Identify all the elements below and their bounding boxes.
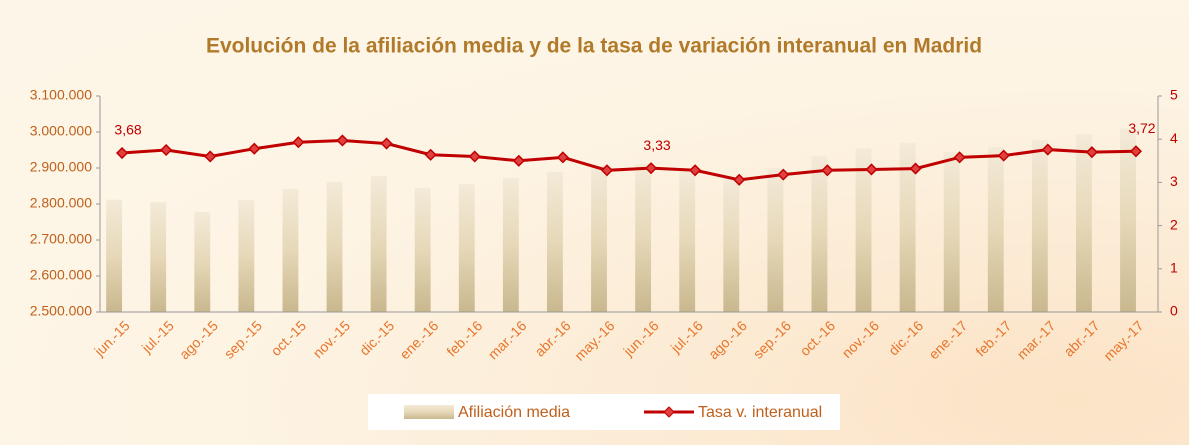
marker [292,136,305,149]
bar [150,202,167,312]
bar [591,166,607,312]
bar [282,188,299,312]
bar [502,178,519,312]
marker [512,154,525,167]
bar [943,152,960,312]
marker [556,151,569,164]
marker [204,150,217,163]
marker [1129,145,1143,158]
legend-label: Afiliación media [458,404,570,421]
bar [855,148,872,312]
marker [997,149,1010,162]
data-label: 3,72 [1128,120,1155,136]
data-label: 3,33 [643,137,670,153]
marker [248,142,261,155]
y2-tick-label: 5 [1170,87,1178,103]
y-tick-label: 2.900.000 [30,159,92,175]
y-tick-label: 3.100.000 [30,87,92,103]
marker [600,164,614,177]
y-tick-label: 2.600.000 [30,267,92,283]
bar [723,178,740,312]
marker [468,150,481,163]
y2-tick-label: 1 [1170,260,1178,276]
y2-tick-label: 4 [1170,130,1178,146]
marker [1085,146,1098,159]
legend-marker [663,406,675,418]
marker [865,163,878,176]
line [121,138,1136,182]
marker [424,148,437,161]
bar [1076,134,1092,312]
bar [547,171,563,312]
bar [899,143,916,312]
y-tick-label: 3.000.000 [30,123,92,139]
bar [1120,128,1136,312]
marker [953,151,966,164]
bar [811,156,828,312]
marker [644,162,658,175]
bar [767,168,784,312]
marker [909,162,922,175]
marker [115,146,129,160]
y-tick-label: 2.700.000 [30,231,92,247]
marker [821,164,834,177]
bar [635,164,652,312]
marker [733,173,746,186]
bar [458,184,475,312]
y-tick-label: 2.500.000 [30,303,92,319]
bar [1031,139,1048,312]
chart-title: Evolución de la afiliación media y de la… [206,35,982,58]
marker [1041,143,1054,156]
bar [679,170,696,312]
marker [689,164,702,177]
legend-swatch [404,405,454,419]
y2-tick-label: 3 [1170,173,1178,189]
y2-tick-label: 2 [1170,216,1178,232]
marker [336,134,349,147]
marker [160,143,173,157]
bar [238,200,255,312]
marker [777,168,790,181]
bar [326,182,343,312]
marker [380,137,393,150]
y2-tick-label: 0 [1170,303,1178,319]
bar [987,147,1004,312]
bar [194,211,211,312]
bar [414,188,431,312]
legend-label: Tasa v. interanual [698,404,822,421]
bar [106,199,123,312]
y-tick-label: 2.800.000 [30,195,92,211]
bar [370,175,387,312]
data-label: 3,68 [114,122,141,138]
